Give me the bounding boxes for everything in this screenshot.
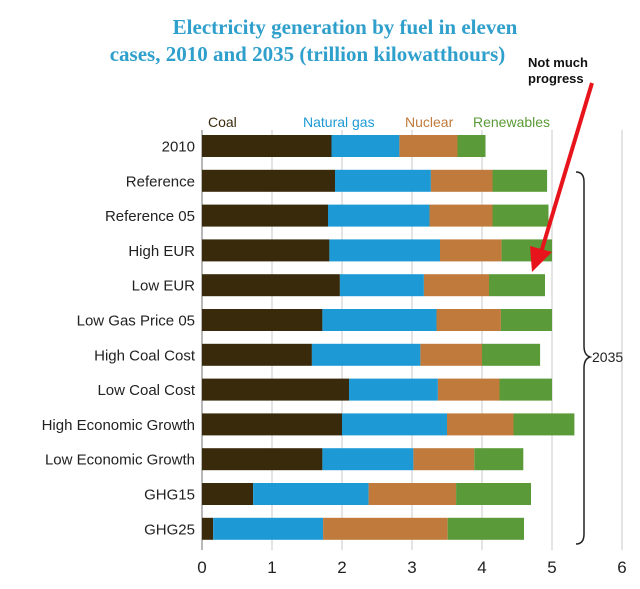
bar-segment [423, 274, 489, 297]
bar-segment [413, 448, 475, 471]
legend-entry: Nuclear [405, 114, 454, 130]
category-label: GHG15 [144, 487, 195, 504]
bar-segment [202, 343, 312, 366]
bar-segment [437, 378, 500, 401]
chart-title-line-2: cases, 2010 and 2035 (trillion kilowatth… [109, 42, 506, 66]
bar-segment [202, 274, 340, 297]
gridlines [201, 130, 623, 550]
bar-segment [202, 309, 323, 331]
bar-segment [499, 378, 552, 401]
bar-segment [202, 483, 254, 505]
legend-entry: Coal [208, 114, 237, 130]
x-tick-label: 2 [337, 558, 346, 577]
legend-entry: Renewables [473, 114, 550, 130]
category-label: Low Economic Growth [45, 452, 195, 469]
bar-segment [349, 378, 438, 401]
bar-segment [420, 343, 482, 366]
bar-segment [513, 413, 575, 436]
legend: Coal Natural gas Nuclear Renewables [208, 114, 550, 130]
bar-segment [328, 204, 430, 227]
bar-segment [253, 483, 369, 505]
bar-segment [213, 517, 324, 540]
legend-entry: Natural gas [303, 114, 375, 130]
category-label: High Economic Growth [42, 417, 195, 434]
bar-segment [323, 517, 448, 540]
x-tick-labels: 0 1 2 3 4 5 6 [197, 558, 626, 577]
bar-segment [436, 309, 501, 331]
bar-segment [322, 309, 437, 331]
bar-segment [331, 135, 400, 157]
bar-segment [202, 448, 323, 471]
x-tick-label: 5 [547, 558, 556, 577]
chart-title-line-1: Electricity generation by fuel in eleven [172, 15, 518, 39]
bar-segment [482, 343, 541, 366]
category-label: High Coal Cost [94, 347, 196, 364]
annotation-arrow [530, 82, 594, 272]
bar-segment [489, 274, 545, 297]
category-label: Reference 05 [105, 208, 195, 225]
arrow-line [538, 82, 594, 257]
bar-segment [457, 135, 486, 157]
bar-segment [335, 169, 431, 192]
bracket-2035: 2035 [575, 171, 623, 545]
bar-segment [430, 169, 493, 192]
x-tick-label: 6 [617, 558, 626, 577]
bar-segment [500, 309, 552, 331]
bar-segment [322, 448, 414, 471]
bar-segment [447, 517, 524, 540]
category-labels: 2010 Reference Reference 05 High EUR Low EUR… [42, 139, 196, 539]
bar-segment [440, 239, 502, 262]
bar-segment [311, 343, 421, 366]
category-label: Low EUR [132, 278, 196, 295]
annotation-text: Not much progress [528, 55, 588, 86]
x-tick-label: 0 [197, 558, 206, 577]
bar-segment [202, 135, 332, 157]
bar-segment [339, 274, 424, 297]
bar-segment [456, 483, 531, 505]
bar-segment [447, 413, 514, 436]
x-tick-label: 1 [267, 558, 276, 577]
bar-segment [202, 378, 349, 401]
bar-segment [202, 169, 335, 192]
category-label: Reference [126, 173, 195, 190]
bar-segment [202, 413, 342, 436]
bracket-label: 2035 [592, 349, 623, 365]
bar-segment [368, 483, 457, 505]
x-tick-label: 4 [477, 558, 486, 577]
category-label: Low Coal Cost [97, 382, 195, 399]
category-label: High EUR [128, 243, 195, 260]
bracket-line [575, 171, 593, 545]
bar-segment [342, 413, 447, 436]
bar-segment [202, 517, 214, 540]
chart-title: Electricity generation by fuel in eleven… [0, 14, 640, 68]
category-label: 2010 [162, 139, 195, 156]
bar-segment [329, 239, 440, 262]
bar-segment [429, 204, 493, 227]
bar-segment [474, 448, 524, 471]
bars [202, 135, 575, 540]
x-tick-label: 3 [407, 558, 416, 577]
bar-segment [492, 204, 549, 227]
category-label: GHG25 [144, 521, 195, 538]
arrow-head [530, 246, 552, 272]
category-label: Low Gas Price 05 [77, 313, 195, 330]
bar-segment [492, 169, 548, 192]
bar-segment [202, 204, 328, 227]
bar-segment [399, 135, 458, 157]
bar-segment [202, 239, 330, 262]
